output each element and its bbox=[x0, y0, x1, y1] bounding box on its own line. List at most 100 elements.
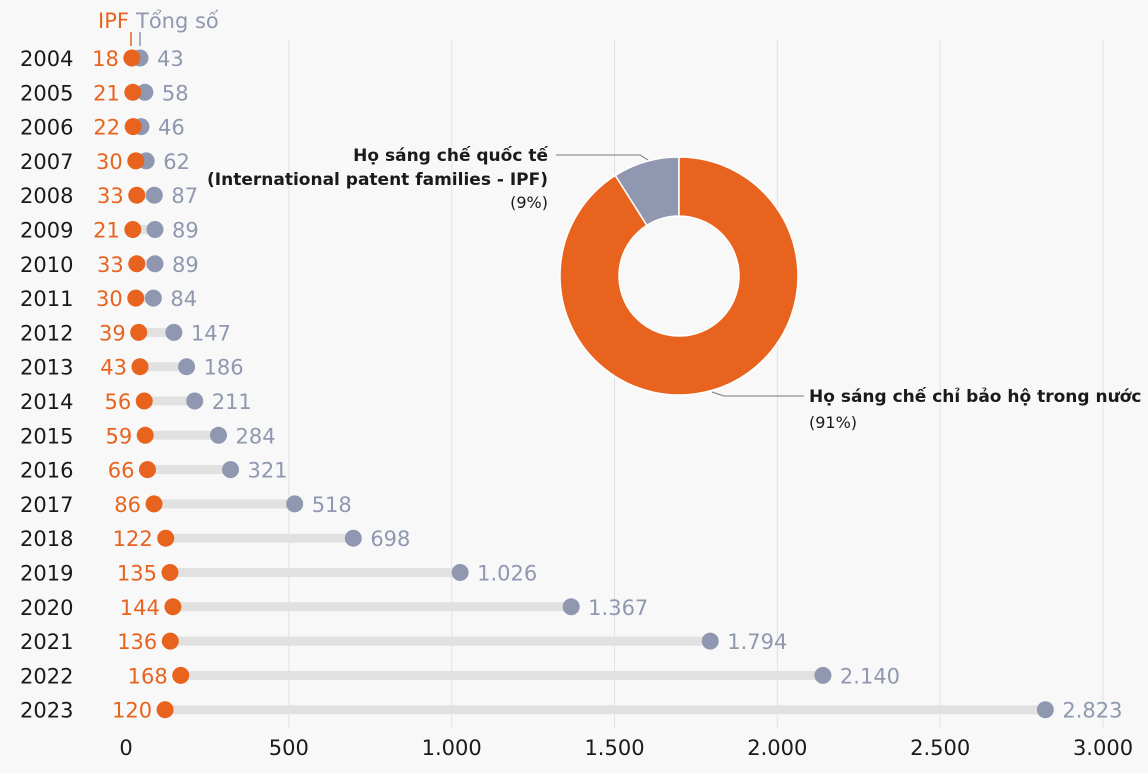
domestic-leader-line bbox=[711, 391, 804, 397]
ipf-value-label: 135 bbox=[117, 562, 157, 586]
total-point bbox=[144, 289, 162, 307]
year-label: 2023 bbox=[20, 699, 73, 723]
x-axis: 0 500 1.000 1.500 2.000 2.500 3.000 bbox=[119, 736, 1133, 760]
total-value-label: 2.140 bbox=[840, 664, 900, 688]
domestic-slice-pct: (91%) bbox=[809, 413, 857, 432]
total-point bbox=[562, 598, 580, 616]
ipf-value-label: 33 bbox=[97, 253, 124, 277]
ipf-value-label: 30 bbox=[96, 287, 123, 311]
ipf-value-label: 39 bbox=[99, 321, 126, 345]
total-value-label: 518 bbox=[312, 493, 352, 517]
total-value-label: 1.367 bbox=[588, 596, 648, 620]
donut-labels: Họ sáng chế quốc tế (International paten… bbox=[207, 145, 1141, 432]
year-label: 2012 bbox=[20, 321, 73, 345]
ipf-point bbox=[127, 152, 145, 170]
x-tick-label: 1.000 bbox=[422, 736, 482, 760]
ipf-point bbox=[130, 323, 148, 341]
year-label: 2015 bbox=[20, 424, 73, 448]
year-label: 2022 bbox=[20, 664, 73, 688]
ipf-value-label: 43 bbox=[100, 356, 127, 380]
ipf-slice-label-1: Họ sáng chế quốc tế bbox=[353, 145, 548, 166]
ipf-value-label: 21 bbox=[93, 81, 120, 105]
ipf-value-label: 66 bbox=[108, 459, 135, 483]
total-value-label: 58 bbox=[162, 81, 189, 105]
year-label: 2004 bbox=[20, 47, 73, 71]
ipf-value-label: 30 bbox=[96, 150, 123, 174]
total-value-label: 87 bbox=[171, 184, 198, 208]
year-label: 2008 bbox=[20, 184, 73, 208]
ipf-value-label: 59 bbox=[105, 424, 132, 448]
total-value-label: 147 bbox=[191, 321, 231, 345]
donut-chart bbox=[559, 156, 799, 396]
ipf-point bbox=[123, 49, 141, 67]
total-point bbox=[186, 392, 204, 410]
total-point bbox=[209, 426, 227, 444]
ipf-point bbox=[156, 701, 174, 719]
x-tick-label: 1.500 bbox=[584, 736, 644, 760]
ipf-value-label: 33 bbox=[97, 184, 124, 208]
year-label: 2020 bbox=[20, 596, 73, 620]
ipf-slice-pct: (9%) bbox=[510, 193, 548, 212]
total-value-label: 211 bbox=[212, 390, 252, 414]
ipf-value-label: 86 bbox=[114, 493, 141, 517]
ipf-point bbox=[127, 289, 145, 307]
ipf-value-label: 21 bbox=[93, 219, 120, 243]
total-point bbox=[1036, 701, 1054, 719]
domestic-slice-label: Họ sáng chế chỉ bảo hộ trong nước bbox=[809, 386, 1141, 407]
total-value-label: 43 bbox=[157, 47, 184, 71]
ipf-point bbox=[138, 461, 156, 479]
total-point bbox=[286, 495, 304, 513]
year-label: 2007 bbox=[20, 150, 73, 174]
ipf-point bbox=[128, 186, 146, 204]
ipf-point bbox=[135, 392, 153, 410]
total-point bbox=[344, 529, 362, 547]
year-label: 2013 bbox=[20, 356, 73, 380]
year-label: 2011 bbox=[20, 287, 73, 311]
ipf-point bbox=[131, 358, 149, 376]
ipf-point bbox=[124, 118, 142, 136]
ipf-value-label: 122 bbox=[113, 527, 153, 551]
total-point bbox=[145, 186, 163, 204]
total-value-label: 186 bbox=[204, 356, 244, 380]
ipf-value-label: 136 bbox=[117, 630, 157, 654]
ipf-point bbox=[157, 529, 175, 547]
dumbbell-dots bbox=[123, 49, 1054, 719]
year-label: 2014 bbox=[20, 390, 73, 414]
total-point bbox=[451, 564, 469, 581]
year-label: 2021 bbox=[20, 630, 73, 654]
x-tick-label: 500 bbox=[269, 736, 309, 760]
ipf-point bbox=[164, 598, 182, 616]
legend: IPF Tổng số bbox=[98, 9, 219, 46]
total-value-label: 321 bbox=[248, 459, 288, 483]
ipf-point bbox=[161, 632, 179, 650]
year-label: 2010 bbox=[20, 253, 73, 277]
year-label: 2005 bbox=[20, 81, 73, 105]
total-point bbox=[146, 255, 164, 273]
total-value-label: 89 bbox=[172, 253, 199, 277]
total-point bbox=[136, 83, 154, 101]
total-value-label: 1.794 bbox=[727, 630, 787, 654]
ipf-point bbox=[136, 426, 154, 444]
donut-slice bbox=[559, 156, 799, 396]
year-label: 2019 bbox=[20, 562, 73, 586]
year-label: 2006 bbox=[20, 116, 73, 140]
row-labels: 2004 18 43 2005 21 58 2006 22 46 2007 30 62 2008 33 87… bbox=[20, 47, 1122, 723]
total-point bbox=[146, 221, 164, 238]
ipf-value-label: 144 bbox=[120, 596, 160, 620]
total-value-label: 1.026 bbox=[477, 562, 537, 586]
total-value-label: 698 bbox=[370, 527, 410, 551]
total-value-label: 89 bbox=[172, 219, 199, 243]
total-point bbox=[701, 632, 719, 650]
x-tick-label: 2.000 bbox=[747, 736, 807, 760]
ipf-leader-line bbox=[556, 154, 649, 161]
total-value-label: 46 bbox=[158, 116, 185, 140]
year-label: 2017 bbox=[20, 493, 73, 517]
year-label: 2009 bbox=[20, 219, 73, 243]
ipf-point bbox=[124, 83, 142, 101]
ipf-value-label: 22 bbox=[93, 116, 120, 140]
ipf-point bbox=[161, 564, 179, 581]
total-value-label: 84 bbox=[170, 287, 197, 311]
ipf-value-label: 168 bbox=[128, 664, 168, 688]
total-point bbox=[814, 666, 832, 684]
